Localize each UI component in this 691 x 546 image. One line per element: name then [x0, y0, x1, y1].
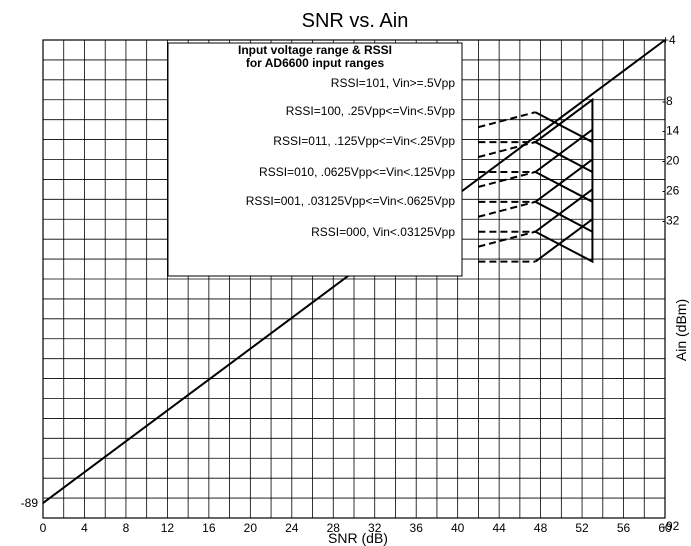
x-tick-label: 44: [492, 521, 506, 535]
y-tick-label: -89: [21, 496, 39, 510]
y-axis-label: Ain (dBm): [673, 299, 689, 361]
y-tick-label: -8: [662, 94, 673, 108]
x-tick-label: 4: [81, 521, 88, 535]
x-tick-label: 32: [368, 521, 382, 535]
x-tick-label: 16: [202, 521, 216, 535]
plot-area-frame: [42, 39, 666, 519]
y-tick-label: +4: [662, 33, 676, 47]
x-tick-label: 0: [40, 521, 47, 535]
dashed-segment: [478, 230, 536, 248]
x-tick-label: 40: [451, 521, 465, 535]
x-tick-label: 60: [658, 521, 672, 535]
legend-entry: RSSI=101, Vin>=.5Vpp: [331, 76, 456, 90]
x-tick-label: 28: [327, 521, 341, 535]
y-tick-label: -26: [662, 183, 680, 197]
y-axis-ticks: +4 -8 -14 -20 -26 -32 -89 -92: [21, 33, 680, 533]
legend-entry: RSSI=011, .125Vpp<=Vin<.25Vpp: [273, 134, 455, 148]
dashed-segment: [478, 170, 536, 188]
y-tick-label: -20: [662, 154, 680, 168]
dashed-segment: [478, 141, 536, 158]
x-tick-label: 8: [123, 521, 130, 535]
x-axis-label: SNR (dB): [328, 530, 388, 546]
dashed-segment: [478, 111, 536, 129]
x-tick-label: 24: [285, 521, 299, 535]
series-line-1: [533, 97, 594, 264]
x-tick-label: 36: [410, 521, 424, 535]
x-tick-label: 20: [244, 521, 258, 535]
legend-heading-line: Input voltage range & RSSI: [238, 43, 392, 57]
x-axis-ticks: 0 4 8 12 16 20 24 28 32 36 40 44 48 52 56 60: [40, 521, 672, 535]
legend-entry: RSSI=000, Vin<.03125Vpp: [311, 225, 455, 239]
y-tick-label: -14: [662, 124, 680, 138]
legend-entry: RSSI=001, .03125Vpp<=Vin<.0625Vpp: [246, 194, 456, 208]
legend-entry: RSSI=010, .0625Vpp<=Vin<.125Vpp: [259, 165, 455, 179]
x-tick-label: 52: [575, 521, 589, 535]
x-tick-label: 48: [534, 521, 548, 535]
x-tick-label: 12: [161, 521, 175, 535]
y-tick-label: -92: [662, 519, 680, 533]
legend-box: [167, 42, 463, 277]
dashed-segment: [478, 200, 536, 218]
y-tick-label: -32: [662, 213, 680, 227]
legend-heading-line: for AD6600 input ranges: [246, 56, 385, 70]
x-tick-label: 56: [617, 521, 631, 535]
chart-title: SNR vs. Ain: [302, 10, 409, 32]
legend-entry: RSSI=100, .25Vpp<=Vin<.5Vpp: [286, 104, 456, 118]
